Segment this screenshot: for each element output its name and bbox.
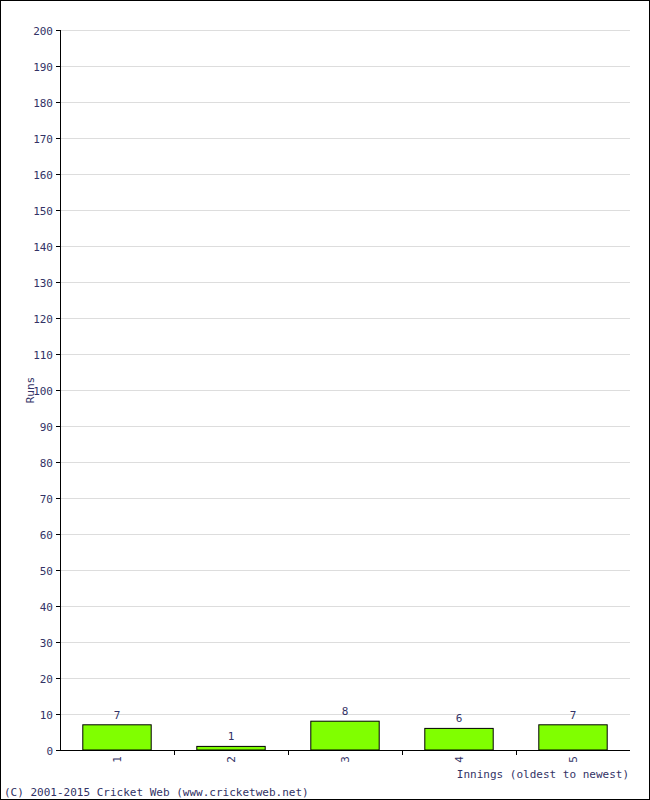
grid-line — [60, 642, 630, 643]
grid-line — [60, 462, 630, 463]
y-tick — [56, 138, 60, 139]
x-tick-label: 5 — [567, 756, 580, 763]
grid-line — [60, 210, 630, 211]
category-separator — [516, 750, 517, 755]
y-tick — [56, 498, 60, 499]
x-tick-label: 2 — [225, 756, 238, 763]
y-tick-label: 70 — [40, 493, 53, 506]
grid-line — [60, 318, 630, 319]
bar — [539, 725, 607, 750]
copyright: (C) 2001-2015 Cricket Web (www.cricketwe… — [4, 786, 309, 799]
y-tick — [56, 66, 60, 67]
y-tick-label: 60 — [40, 529, 53, 542]
grid-line — [60, 354, 630, 355]
y-tick-label: 40 — [40, 601, 53, 614]
y-axis — [60, 30, 61, 750]
data-label: 7 — [570, 709, 577, 722]
y-tick-label: 0 — [46, 745, 53, 758]
grid-line — [60, 174, 630, 175]
grid-line — [60, 678, 630, 679]
grid-line — [60, 138, 630, 139]
y-tick — [56, 30, 60, 31]
x-axis — [60, 750, 630, 751]
grid-line — [60, 750, 630, 751]
y-tick-label: 20 — [40, 673, 53, 686]
y-tick — [56, 426, 60, 427]
y-tick-label: 200 — [33, 25, 53, 38]
grid-line — [60, 282, 630, 283]
y-tick-label: 190 — [33, 61, 53, 74]
y-tick — [56, 750, 60, 751]
x-tick-label: 3 — [339, 756, 352, 763]
x-tick-label: 4 — [453, 756, 466, 763]
grid-line — [60, 246, 630, 247]
bar — [311, 721, 379, 750]
y-tick-label: 140 — [33, 241, 53, 254]
frame — [1, 1, 650, 800]
grid-line — [60, 102, 630, 103]
y-tick-label: 170 — [33, 133, 53, 146]
y-axis-label: Runs — [24, 377, 37, 404]
y-tick — [56, 570, 60, 571]
x-tick-label: 1 — [111, 756, 124, 763]
bar — [425, 728, 493, 750]
y-tick-label: 10 — [40, 709, 53, 722]
y-tick — [56, 714, 60, 715]
grid-line — [60, 390, 630, 391]
grid-line — [60, 30, 630, 31]
y-tick — [56, 246, 60, 247]
category-separator — [402, 750, 403, 755]
grid-line — [60, 426, 630, 427]
y-tick-label: 90 — [40, 421, 53, 434]
data-label: 7 — [114, 709, 121, 722]
y-tick-label: 160 — [33, 169, 53, 182]
y-tick-label: 150 — [33, 205, 53, 218]
y-tick — [56, 642, 60, 643]
y-tick-label: 120 — [33, 313, 53, 326]
y-tick — [56, 174, 60, 175]
y-tick — [56, 354, 60, 355]
y-tick — [56, 318, 60, 319]
data-label: 6 — [456, 712, 463, 725]
y-tick — [56, 390, 60, 391]
y-tick-label: 130 — [33, 277, 53, 290]
y-tick-label: 80 — [40, 457, 53, 470]
chart: 0102030405060708090100110120130140150160… — [0, 0, 650, 800]
category-separator — [174, 750, 175, 755]
y-tick — [56, 462, 60, 463]
bar — [197, 746, 265, 750]
grid-line — [60, 570, 630, 571]
grid-line — [60, 498, 630, 499]
grid-line — [60, 606, 630, 607]
y-tick — [56, 606, 60, 607]
grid-line — [60, 534, 630, 535]
y-tick — [56, 102, 60, 103]
y-tick — [56, 282, 60, 283]
grid-line — [60, 66, 630, 67]
y-tick-label: 110 — [33, 349, 53, 362]
y-tick — [56, 678, 60, 679]
y-tick-label: 30 — [40, 637, 53, 650]
y-tick-label: 180 — [33, 97, 53, 110]
data-label: 8 — [342, 705, 349, 718]
data-label: 1 — [228, 730, 235, 743]
category-separator — [288, 750, 289, 755]
bar — [83, 725, 151, 750]
x-axis-label: Innings (oldest to newest) — [457, 768, 629, 781]
y-tick — [56, 534, 60, 535]
y-tick-label: 50 — [40, 565, 53, 578]
y-tick — [56, 210, 60, 211]
bars — [83, 721, 607, 750]
